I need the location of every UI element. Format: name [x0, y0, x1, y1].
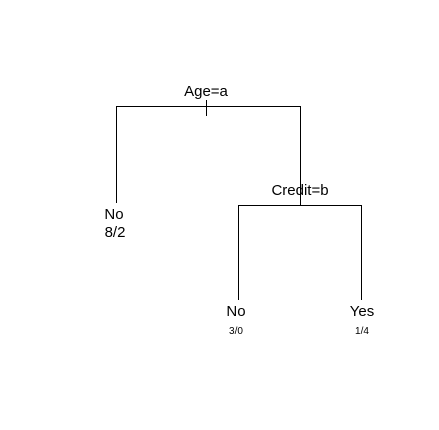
root-node: Age=a	[116, 83, 301, 206]
leaf-node: Yes 1/4	[350, 303, 374, 337]
leaf-count-label: 1/4	[355, 326, 369, 337]
leaf-class-label: No	[226, 303, 245, 320]
leaf-node: No 8/2	[104, 206, 125, 241]
inner-node: Credit=b	[238, 182, 362, 300]
leaf-count-label: 3/0	[229, 326, 243, 337]
leaf-class-label: No	[104, 206, 123, 223]
leaf-node: No 3/0	[226, 303, 245, 337]
inner-split-label: Credit=b	[271, 182, 328, 199]
leaf-count-label: 8/2	[105, 224, 126, 241]
root-split-label: Age=a	[184, 83, 228, 100]
leaf-class-label: Yes	[350, 303, 374, 320]
